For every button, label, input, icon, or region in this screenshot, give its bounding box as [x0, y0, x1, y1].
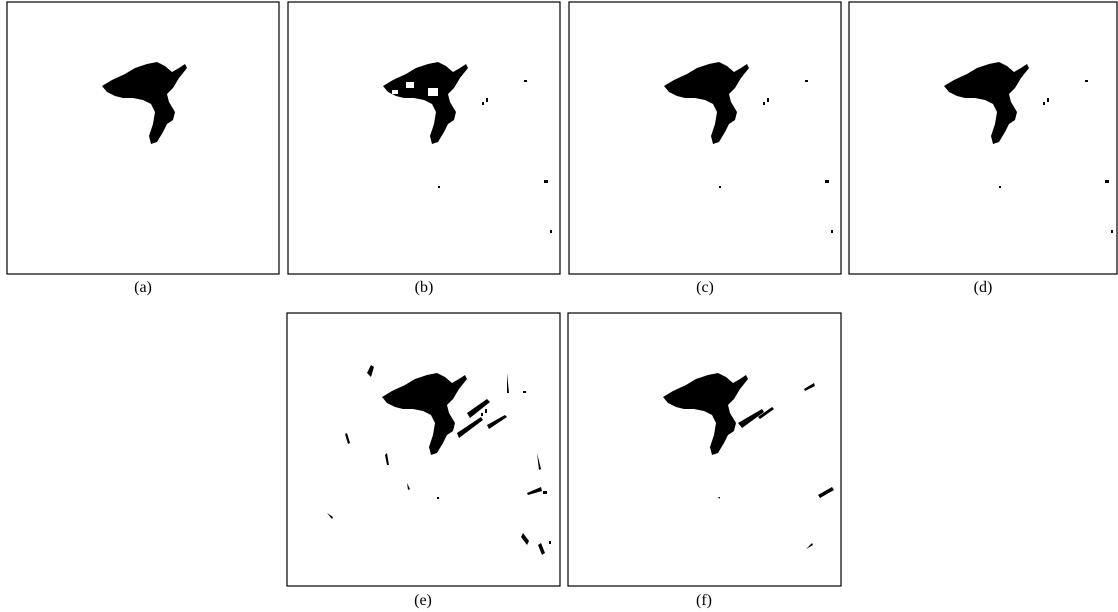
caption: (f) [696, 592, 712, 609]
panel-d [849, 2, 1117, 274]
panel-frame [568, 313, 841, 586]
panel-frame [288, 2, 560, 274]
panel-b [288, 2, 560, 274]
panel-frame [287, 313, 560, 586]
caption: (d) [974, 279, 993, 296]
hole [392, 90, 398, 94]
panel-e [287, 313, 560, 586]
caption: (e) [414, 592, 432, 609]
hole [428, 88, 438, 96]
panel-frame [569, 2, 841, 274]
panel-c [569, 2, 841, 274]
caption: (c) [696, 279, 714, 296]
panel-f [568, 313, 841, 586]
caption: (a) [134, 279, 152, 296]
panel-a [7, 2, 279, 274]
figure: (a) (b) (c) (d) (e) [0, 0, 1118, 612]
panel-frame [849, 2, 1117, 274]
page: (a) (b) (c) (d) (e) [0, 0, 1118, 612]
hole [406, 82, 414, 88]
panel-frame [7, 2, 279, 274]
caption: (b) [415, 279, 434, 296]
